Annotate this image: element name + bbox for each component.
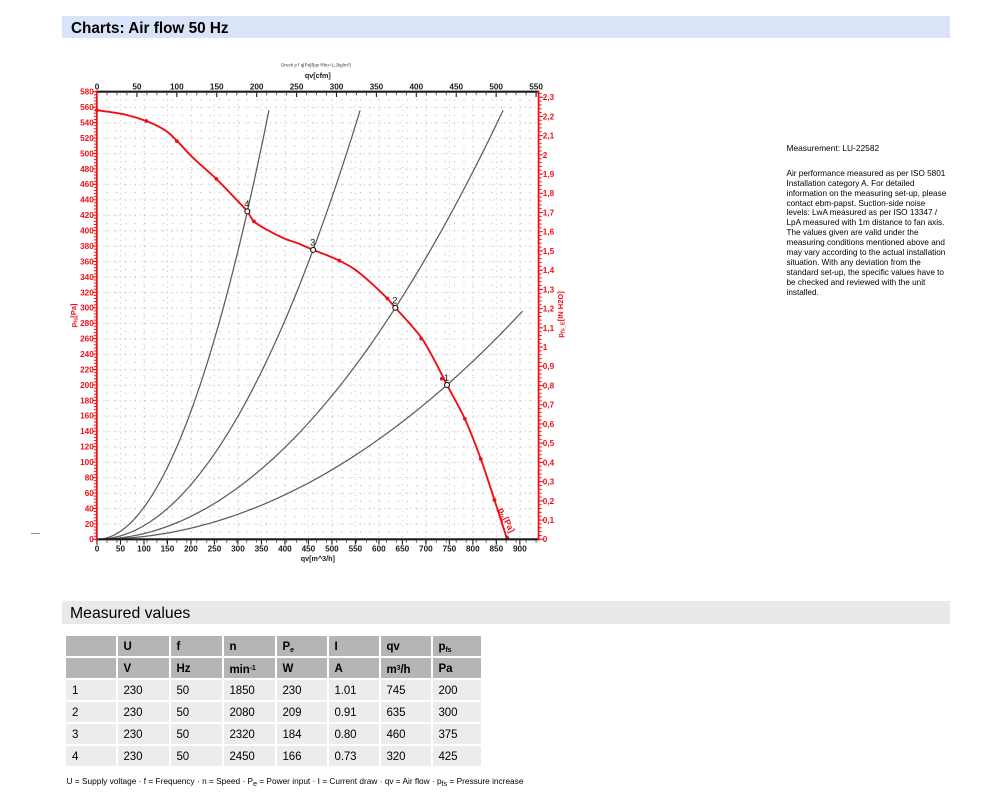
svg-text:0,4: 0,4: [543, 458, 555, 467]
svg-text:250: 250: [290, 82, 304, 91]
svg-text:qv[cfm]: qv[cfm]: [305, 71, 331, 80]
svg-text:1,6: 1,6: [543, 228, 555, 237]
svg-text:180: 180: [80, 396, 94, 405]
svg-text:200: 200: [184, 544, 198, 553]
svg-text:20: 20: [85, 520, 95, 529]
svg-text:320: 320: [80, 288, 94, 297]
svg-text:460: 460: [80, 180, 94, 189]
svg-text:2: 2: [543, 151, 548, 160]
svg-text:580: 580: [80, 88, 94, 97]
svg-text:300: 300: [330, 82, 344, 91]
svg-text:4: 4: [244, 199, 249, 210]
svg-text:540: 540: [80, 118, 94, 127]
svg-text:2: 2: [392, 296, 397, 307]
svg-text:0,1: 0,1: [543, 516, 555, 525]
svg-text:420: 420: [80, 211, 94, 220]
svg-text:350: 350: [370, 82, 384, 91]
svg-text:1,8: 1,8: [543, 189, 555, 198]
svg-text:120: 120: [80, 443, 94, 452]
svg-text:300: 300: [80, 304, 94, 313]
svg-text:0,6: 0,6: [543, 420, 555, 429]
svg-text:360: 360: [80, 257, 94, 266]
svg-text:150: 150: [210, 82, 224, 91]
svg-text:260: 260: [80, 335, 94, 344]
svg-text:1,5: 1,5: [543, 247, 555, 256]
svg-text:500: 500: [80, 149, 94, 158]
svg-text:50: 50: [116, 544, 126, 553]
svg-text:2,1: 2,1: [543, 132, 555, 141]
svg-text:500: 500: [325, 544, 339, 553]
svg-text:0,8: 0,8: [543, 381, 555, 390]
svg-text:700: 700: [419, 544, 433, 553]
svg-text:Druck p f q[Pa]f(qv Rho=1,2kg/: Druck p f q[Pa]f(qv Rho=1,2kg/m³): [281, 63, 351, 68]
svg-text:pfs[Pa]: pfs[Pa]: [69, 303, 80, 327]
svg-text:100: 100: [170, 82, 184, 91]
svg-text:40: 40: [85, 504, 95, 513]
svg-text:200: 200: [250, 82, 264, 91]
svg-text:1,9: 1,9: [543, 170, 555, 179]
svg-text:600: 600: [372, 544, 386, 553]
svg-text:240: 240: [80, 350, 94, 359]
svg-text:400: 400: [409, 82, 423, 91]
svg-text:0,7: 0,7: [543, 401, 555, 410]
svg-text:0,3: 0,3: [543, 478, 555, 487]
svg-text:400: 400: [278, 544, 292, 553]
svg-text:1,2: 1,2: [543, 305, 555, 314]
svg-text:200: 200: [80, 381, 94, 390]
svg-text:300: 300: [231, 544, 245, 553]
svg-text:100: 100: [137, 544, 151, 553]
svg-text:440: 440: [80, 196, 94, 205]
svg-text:0: 0: [95, 82, 100, 91]
svg-text:0: 0: [89, 535, 94, 544]
svg-text:150: 150: [161, 544, 175, 553]
svg-text:3: 3: [310, 238, 315, 249]
svg-text:0,5: 0,5: [543, 439, 555, 448]
svg-text:pfs_E[IN H2O]: pfs_E[IN H2O]: [556, 291, 567, 338]
svg-text:280: 280: [80, 319, 94, 328]
svg-text:650: 650: [396, 544, 410, 553]
svg-text:1: 1: [543, 343, 548, 352]
svg-text:80: 80: [85, 473, 95, 482]
svg-text:550: 550: [349, 544, 363, 553]
svg-text:1,7: 1,7: [543, 208, 555, 217]
svg-text:800: 800: [466, 544, 480, 553]
svg-text:380: 380: [80, 242, 94, 251]
svg-text:0: 0: [95, 544, 100, 553]
svg-text:qv[m^3/h]: qv[m^3/h]: [301, 554, 335, 563]
svg-text:450: 450: [449, 82, 463, 91]
svg-text:1: 1: [444, 373, 449, 384]
svg-text:560: 560: [80, 103, 94, 112]
svg-text:140: 140: [80, 427, 94, 436]
svg-text:0,2: 0,2: [543, 497, 555, 506]
svg-text:340: 340: [80, 273, 94, 282]
svg-text:160: 160: [80, 412, 94, 421]
svg-text:900: 900: [513, 544, 527, 553]
svg-text:1,3: 1,3: [543, 285, 555, 294]
svg-text:400: 400: [80, 227, 94, 236]
svg-text:350: 350: [255, 544, 269, 553]
svg-text:480: 480: [80, 165, 94, 174]
svg-text:2,3: 2,3: [543, 93, 555, 102]
svg-text:0,9: 0,9: [543, 362, 555, 371]
svg-text:520: 520: [80, 134, 94, 143]
svg-text:850: 850: [490, 544, 504, 553]
svg-text:0: 0: [543, 535, 548, 544]
svg-text:1,4: 1,4: [543, 266, 555, 275]
svg-text:50: 50: [132, 82, 142, 91]
svg-text:750: 750: [443, 544, 457, 553]
svg-text:60: 60: [85, 489, 95, 498]
svg-text:450: 450: [302, 544, 316, 553]
svg-text:2,2: 2,2: [543, 112, 555, 121]
svg-text:250: 250: [208, 544, 222, 553]
svg-text:1,1: 1,1: [543, 324, 555, 333]
svg-text:500: 500: [489, 82, 503, 91]
svg-text:220: 220: [80, 365, 94, 374]
svg-text:100: 100: [80, 458, 94, 467]
svg-text:550: 550: [529, 82, 543, 91]
